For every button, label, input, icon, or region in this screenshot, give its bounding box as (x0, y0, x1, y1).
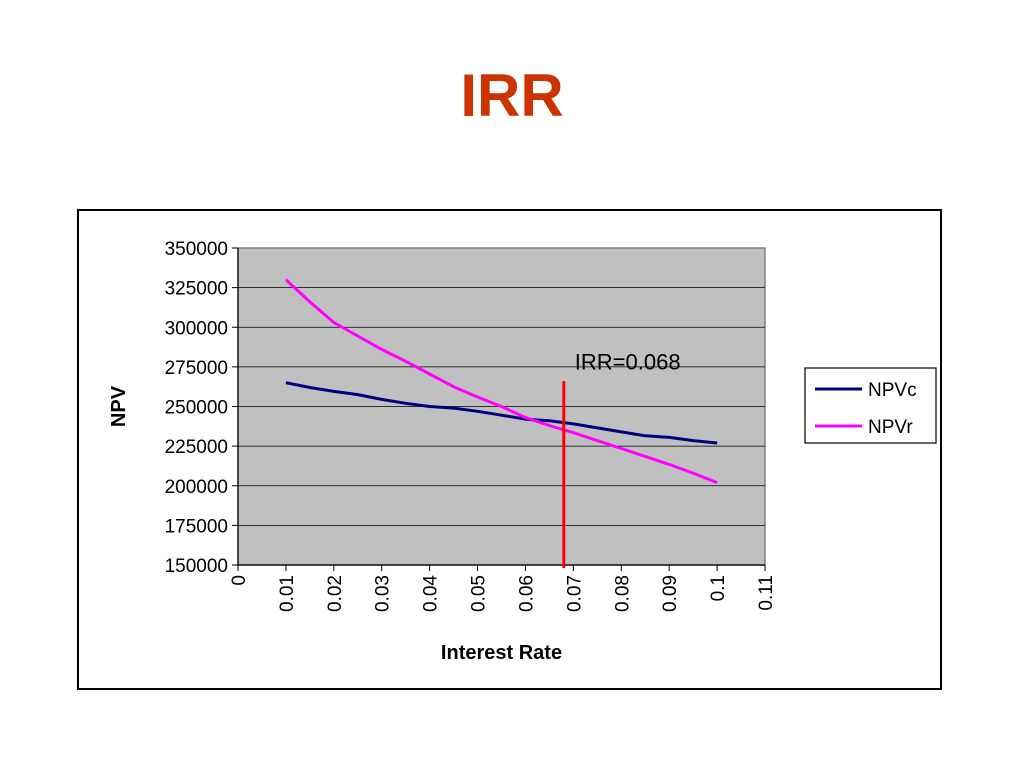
x-tick-label: 0.05 (469, 575, 490, 612)
y-tick-label: 325000 (165, 279, 228, 300)
x-tick-label: 0.08 (612, 575, 633, 612)
y-tick-label: 150000 (165, 556, 228, 577)
x-tick-label: 0.03 (373, 575, 394, 612)
irr-line-chart: 150000 175000 200000 225000 250000 275000 3000… (108, 239, 937, 664)
x-tick-label: 0.04 (421, 575, 442, 612)
slide-title: IRR (460, 62, 564, 129)
y-tick-label: 250000 (165, 398, 228, 419)
y-tick-label: 225000 (165, 437, 228, 458)
y-tick-label: 350000 (165, 239, 228, 260)
legend-box (804, 367, 937, 444)
legend-label-npvr: NPVr (868, 417, 913, 438)
series-line-npvr (284, 278, 718, 484)
x-tick-label: 0.06 (516, 575, 537, 612)
series-line-npvc (285, 381, 718, 445)
x-tick-label: 0.01 (277, 575, 298, 612)
x-tick-label: 0.11 (756, 575, 777, 611)
irr-annotation-label: IRR=0.068 (575, 349, 681, 374)
y-tick-label: 275000 (165, 358, 228, 379)
x-tick-label: 0 (229, 575, 250, 586)
chart-frame: 150000 175000 200000 225000 250000 275000 3000… (77, 209, 942, 690)
y-tick-label: 300000 (165, 318, 228, 339)
x-tick-label: 0.09 (660, 575, 681, 612)
y-tick-label: 200000 (165, 477, 228, 498)
x-tick-label: 0.07 (564, 575, 585, 612)
x-axis-title: Interest Rate (441, 642, 562, 664)
x-tick-label: 0.02 (325, 575, 346, 612)
y-tick-label: 175000 (165, 516, 228, 537)
legend-label-npvc: NPVc (868, 380, 917, 401)
y-axis-title: NPV (108, 385, 130, 427)
x-tick-label: 0.1 (708, 575, 729, 601)
